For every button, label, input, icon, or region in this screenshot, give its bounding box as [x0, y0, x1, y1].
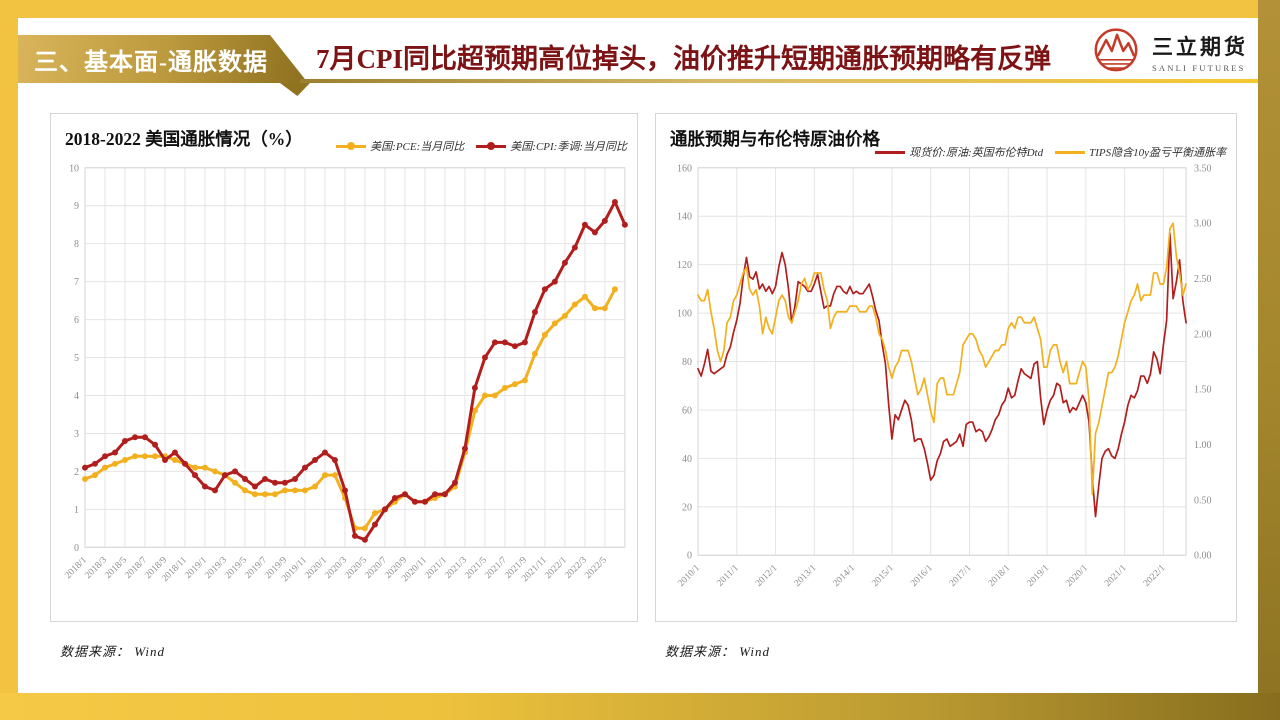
svg-text:2021/1: 2021/1: [1103, 563, 1129, 589]
svg-text:0.00: 0.00: [1194, 551, 1211, 562]
chart-legend-left: 美国:PCE:当月同比 美国:CPI:季调:当月同比: [336, 138, 627, 154]
legend-item: 美国:PCE:当月同比: [336, 138, 464, 154]
page-title: 7月CPI同比超预期高位掉头，油价推升短期通胀预期略有反弹: [316, 44, 1051, 74]
brent-tips-chart-panel: 0 20 40 60 80 100 120 140 160 0.00 0.50 1.00 1.50 2.0…: [655, 113, 1237, 622]
legend-label: TIPS隐含10y盈亏平衡通胀率: [1089, 147, 1226, 159]
legend-line-swatch: [476, 142, 507, 150]
svg-text:2010/1: 2010/1: [676, 563, 702, 589]
legend-marker-dot: [347, 142, 356, 150]
svg-text:2017/1: 2017/1: [948, 563, 974, 589]
svg-text:8: 8: [74, 239, 79, 250]
svg-text:2020/1: 2020/1: [1064, 563, 1090, 589]
svg-text:60: 60: [682, 405, 692, 416]
svg-text:2022/5: 2022/5: [583, 555, 609, 581]
svg-text:4: 4: [74, 391, 79, 402]
svg-text:2014/1: 2014/1: [832, 563, 858, 589]
svg-text:80: 80: [682, 357, 692, 368]
svg-text:2016/1: 2016/1: [909, 563, 935, 589]
svg-text:120: 120: [677, 260, 692, 271]
section-label: 三、基本面-通胀数据: [34, 49, 268, 76]
slide-content: 三、基本面-通胀数据 7月CPI同比超预期高位掉头，油价推升短期通胀预期略有反弹…: [18, 18, 1258, 693]
svg-text:1: 1: [74, 505, 79, 516]
svg-text:2.50: 2.50: [1194, 274, 1211, 285]
legend-label: 美国:CPI:季调:当月同比: [510, 141, 627, 153]
svg-text:9: 9: [74, 201, 79, 212]
svg-text:7: 7: [74, 277, 79, 288]
svg-text:2012/1: 2012/1: [754, 563, 780, 589]
svg-text:20: 20: [682, 502, 692, 513]
legend-item: TIPS隐含10y盈亏平衡通胀率: [1055, 144, 1226, 160]
svg-text:3.50: 3.50: [1194, 163, 1211, 174]
svg-text:140: 140: [677, 212, 692, 223]
chart-legend-right: 现货价:原油:英国布伦特Dtd TIPS隐含10y盈亏平衡通胀率: [875, 144, 1226, 160]
svg-text:2013/1: 2013/1: [793, 563, 819, 589]
company-logo: 三立期货 SANLI FUTURES: [1089, 24, 1248, 80]
section-banner: 三、基本面-通胀数据: [18, 35, 308, 83]
svg-text:2: 2: [74, 467, 79, 478]
legend-line-swatch: [336, 142, 367, 150]
legend-label: 现货价:原油:英国布伦特Dtd: [909, 147, 1044, 159]
svg-text:2011/1: 2011/1: [715, 563, 741, 589]
svg-text:3: 3: [74, 429, 79, 440]
title-underline: [300, 79, 1258, 83]
svg-text:6: 6: [74, 315, 79, 326]
sanli-logo-icon: [1094, 28, 1138, 72]
legend-marker-dot: [487, 142, 496, 150]
data-source-left: 数据来源： Wind: [60, 644, 165, 659]
us-inflation-chart-panel: 0 1 2 3 4 5 6 7 8 9 10 2018/1 2018/3 2018/5 2018/7 2018…: [50, 113, 638, 622]
bottom-border-bar: [0, 693, 1280, 720]
legend-item: 现货价:原油:英国布伦特Dtd: [875, 144, 1043, 160]
svg-text:2022/1: 2022/1: [1142, 563, 1168, 589]
svg-text:40: 40: [682, 454, 692, 465]
legend-line-swatch: [1055, 150, 1086, 154]
svg-text:5: 5: [74, 353, 79, 364]
svg-text:0: 0: [687, 551, 692, 562]
data-source-right: 数据来源： Wind: [665, 644, 770, 659]
svg-text:2019/1: 2019/1: [1026, 563, 1052, 589]
brent-tips-chart-canvas: 0 20 40 60 80 100 120 140 160 0.00 0.50 1.00 1.50 2.0…: [676, 163, 1211, 589]
legend-label: 美国:PCE:当月同比: [370, 141, 465, 153]
svg-text:160: 160: [677, 163, 692, 174]
svg-text:2.00: 2.00: [1194, 329, 1211, 340]
svg-text:100: 100: [677, 309, 692, 320]
right-border-strip: [1258, 0, 1280, 720]
svg-text:10: 10: [69, 163, 79, 174]
svg-text:3.00: 3.00: [1194, 219, 1211, 230]
svg-text:0: 0: [74, 543, 79, 554]
chart-title-right: 通胀预期与布伦特原油价格: [670, 129, 880, 149]
svg-text:1.50: 1.50: [1194, 385, 1211, 396]
logo-name-en: SANLI FUTURES: [1152, 63, 1246, 73]
us-inflation-chart-canvas: 0123456789102018/12018/32018/52018/72018…: [63, 163, 628, 584]
legend-item: 美国:CPI:季调:当月同比: [476, 138, 627, 154]
banner-fold: [280, 83, 310, 96]
svg-text:2018/1: 2018/1: [987, 563, 1013, 589]
svg-text:0.50: 0.50: [1194, 495, 1211, 506]
logo-name-cn: 三立期货: [1152, 35, 1248, 59]
svg-text:2015/1: 2015/1: [870, 563, 896, 589]
logo-text: 三立期货 SANLI FUTURES: [1152, 31, 1248, 73]
svg-text:1.00: 1.00: [1194, 440, 1211, 451]
chart-title-left: 2018-2022 美国通胀情况（%）: [65, 129, 303, 149]
legend-line-swatch: [875, 150, 906, 154]
